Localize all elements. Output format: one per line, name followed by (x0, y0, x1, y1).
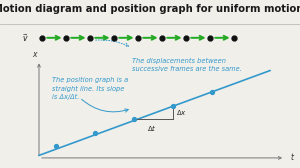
Text: x: x (32, 50, 37, 59)
Text: t: t (291, 153, 294, 162)
Text: $\vec{v}$: $\vec{v}$ (22, 32, 29, 44)
Text: $\Delta t$: $\Delta t$ (147, 123, 156, 134)
Text: The displacements between
successive frames are the same.: The displacements between successive fra… (132, 58, 242, 72)
Text: Motion diagram and position graph for uniform motion.: Motion diagram and position graph for un… (0, 4, 300, 14)
Text: The position graph is a
straight line. Its slope
is Δx/Δt.: The position graph is a straight line. I… (52, 77, 129, 100)
Text: $\Delta x$: $\Delta x$ (176, 108, 187, 117)
